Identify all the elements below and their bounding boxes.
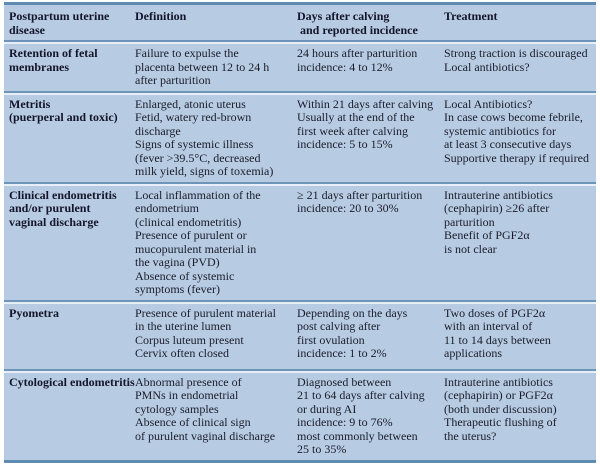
cell-days-incidence: Depending on the days post calving after… <box>297 305 408 360</box>
table-header-row: Postpartum uterine disease Definition Da… <box>4 5 596 40</box>
cell-treatment: Intrauterine antibiotics (cephapirin) ≥2… <box>444 187 553 256</box>
cell-definition: Failure to expulse the placenta between … <box>135 46 270 87</box>
cell-disease: Pyometra <box>9 305 59 320</box>
cell-days-incidence: ≥ 21 days after parturition incidence: 2… <box>297 187 423 215</box>
header-days-incidence: Days after calving and reported incidenc… <box>297 9 418 37</box>
cell-days-incidence: 24 hours after parturition incidence: 4 … <box>297 46 418 74</box>
cell-definition: Local inflammation of the endometrium (c… <box>135 187 261 296</box>
header-treatment: Treatment <box>444 9 498 23</box>
table-row-clinical-endometritis: Clinical endometritis and/or purulent va… <box>4 181 596 300</box>
header-definition: Definition <box>135 9 187 23</box>
table-row-cytological-endometritis: Cytological endometritis Abnormal presen… <box>4 368 596 460</box>
cell-treatment: Strong traction is discouraged Local ant… <box>444 46 588 74</box>
cell-days-incidence: Diagnosed between 21 to 64 days after ca… <box>297 374 425 456</box>
postpartum-uterine-disease-table: Postpartum uterine disease Definition Da… <box>4 2 596 463</box>
cell-disease: Retention of fetal membranes <box>9 46 98 74</box>
cell-definition: Presence of purulent material in the ute… <box>135 305 276 360</box>
table-row-metritis: Metritis (puerperal and toxic) Enlarged,… <box>4 90 596 182</box>
cell-treatment: Two doses of PGF2α with an interval of 1… <box>444 305 551 360</box>
cell-days-incidence: Within 21 days after calving Usually at … <box>297 96 434 151</box>
cell-definition: Abnormal presence of PMNs in endometrial… <box>135 374 276 443</box>
cell-treatment: Local Antibiotics? In case cows become f… <box>444 96 589 165</box>
cell-treatment: Intrauterine antibiotics (cephapirin) or… <box>444 374 557 443</box>
table-row-pyometra: Pyometra Presence of purulent material i… <box>4 299 596 369</box>
cell-disease: Clinical endometritis and/or purulent va… <box>9 187 117 229</box>
header-disease: Postpartum uterine disease <box>9 9 110 37</box>
cell-disease: Cytological endometritis <box>9 374 135 389</box>
cell-definition: Enlarged, atonic uterus Fetid, watery re… <box>135 96 274 178</box>
cell-disease: Metritis (puerperal and toxic) <box>9 96 118 124</box>
table-row-retention-of-fetal-membranes: Retention of fetal membranes Failure to … <box>4 40 596 91</box>
